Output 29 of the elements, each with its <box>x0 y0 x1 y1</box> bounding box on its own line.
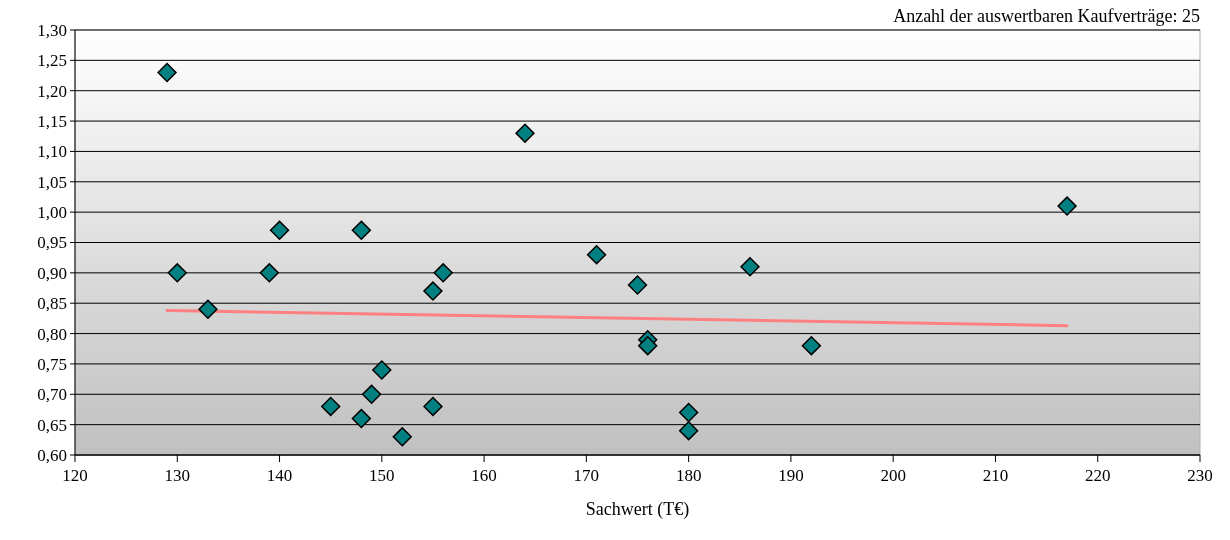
y-tick-label: 1,30 <box>37 20 67 40</box>
x-tick-label: 150 <box>369 466 395 485</box>
y-tick-label: 1,00 <box>37 203 67 223</box>
x-tick-label: 230 <box>1187 466 1213 485</box>
y-tick-label: 0,90 <box>37 263 67 283</box>
x-axis-title: Sachwert (T€) <box>585 499 690 520</box>
y-tick-label: 1,20 <box>37 81 67 101</box>
x-tick-label: 130 <box>164 466 191 485</box>
x-tick-label: 180 <box>675 466 702 485</box>
y-tick-label: 0,70 <box>37 385 67 405</box>
x-tick-label: 190 <box>778 466 804 485</box>
y-tick-label: 0,75 <box>37 354 67 374</box>
x-tick-label: 120 <box>62 466 88 485</box>
y-tick-label: 0,80 <box>37 324 67 344</box>
y-tick-label: 1,15 <box>37 112 67 132</box>
y-tick-label: 0,95 <box>37 233 67 253</box>
x-tick-label: 140 <box>266 466 293 485</box>
x-tick-label: 200 <box>880 466 906 485</box>
y-tick-label: 1,05 <box>37 172 67 192</box>
x-tick-label: 160 <box>471 466 497 485</box>
y-tick-label: 0,60 <box>37 445 67 465</box>
y-tick-label: 1,10 <box>37 142 67 162</box>
y-tick-label: 0,85 <box>37 294 67 314</box>
x-tick-label: 210 <box>982 466 1009 485</box>
x-tick-label: 220 <box>1084 466 1111 485</box>
chart-title: Anzahl der auswertbaren Kaufverträge: 25 <box>893 6 1200 26</box>
y-tick-label: 0,65 <box>37 415 67 435</box>
x-tick-label: 170 <box>573 466 600 485</box>
y-tick-label: 1,25 <box>37 51 67 71</box>
